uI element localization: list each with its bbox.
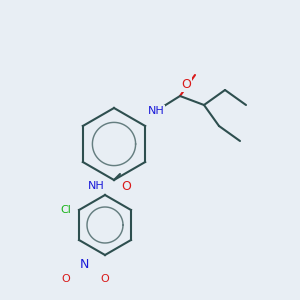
Text: NH: NH bbox=[148, 106, 164, 116]
Text: O: O bbox=[100, 274, 109, 284]
Text: N: N bbox=[79, 257, 89, 271]
Text: NH: NH bbox=[88, 181, 104, 191]
Text: Cl: Cl bbox=[61, 205, 71, 215]
Text: O: O bbox=[61, 274, 70, 284]
Text: O: O bbox=[121, 179, 131, 193]
Text: O: O bbox=[181, 77, 191, 91]
